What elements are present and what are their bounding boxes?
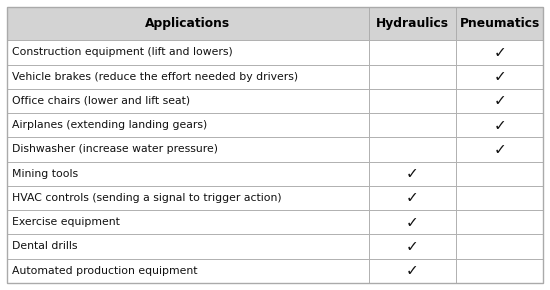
Text: Office chairs (lower and lift seat): Office chairs (lower and lift seat) <box>12 96 190 106</box>
Text: Automated production equipment: Automated production equipment <box>12 266 197 275</box>
Bar <box>7 137 369 162</box>
Bar <box>7 40 369 65</box>
Bar <box>7 113 369 137</box>
Bar <box>456 258 543 283</box>
Bar <box>369 210 456 234</box>
Text: Applications: Applications <box>145 17 230 30</box>
Text: Exercise equipment: Exercise equipment <box>12 217 120 227</box>
Text: ✓: ✓ <box>493 93 506 108</box>
Bar <box>456 186 543 210</box>
Text: ✓: ✓ <box>406 239 419 254</box>
Bar <box>456 162 543 186</box>
Bar <box>7 89 369 113</box>
Text: ✓: ✓ <box>493 118 506 133</box>
Bar <box>369 7 456 40</box>
Text: Hydraulics: Hydraulics <box>376 17 449 30</box>
Text: HVAC controls (sending a signal to trigger action): HVAC controls (sending a signal to trigg… <box>12 193 282 203</box>
Bar <box>456 40 543 65</box>
Bar <box>369 162 456 186</box>
Bar <box>456 7 543 40</box>
Bar <box>369 40 456 65</box>
Bar <box>456 234 543 258</box>
Bar <box>369 89 456 113</box>
Bar <box>7 7 369 40</box>
Bar <box>369 137 456 162</box>
Bar <box>7 162 369 186</box>
Bar <box>369 65 456 89</box>
Text: ✓: ✓ <box>406 166 419 181</box>
Text: Mining tools: Mining tools <box>12 169 78 179</box>
Bar <box>7 65 369 89</box>
Text: ✓: ✓ <box>406 191 419 205</box>
Bar <box>7 210 369 234</box>
Bar <box>369 234 456 258</box>
Bar <box>456 65 543 89</box>
Bar <box>7 234 369 258</box>
Bar <box>369 258 456 283</box>
Text: Construction equipment (lift and lowers): Construction equipment (lift and lowers) <box>12 48 233 57</box>
Bar <box>7 258 369 283</box>
Text: ✓: ✓ <box>493 69 506 84</box>
Text: Dishwasher (increase water pressure): Dishwasher (increase water pressure) <box>12 144 218 154</box>
Text: Pneumatics: Pneumatics <box>460 17 540 30</box>
Text: ✓: ✓ <box>493 45 506 60</box>
Bar <box>456 137 543 162</box>
Text: Vehicle brakes (reduce the effort needed by drivers): Vehicle brakes (reduce the effort needed… <box>12 72 298 82</box>
Text: ✓: ✓ <box>406 263 419 278</box>
Bar <box>369 113 456 137</box>
Text: Airplanes (extending landing gears): Airplanes (extending landing gears) <box>12 120 207 130</box>
Text: ✓: ✓ <box>493 142 506 157</box>
Text: Dental drills: Dental drills <box>12 241 78 251</box>
Bar <box>7 186 369 210</box>
Bar <box>456 113 543 137</box>
Bar <box>456 89 543 113</box>
Bar <box>369 186 456 210</box>
Text: ✓: ✓ <box>406 215 419 230</box>
Bar <box>456 210 543 234</box>
